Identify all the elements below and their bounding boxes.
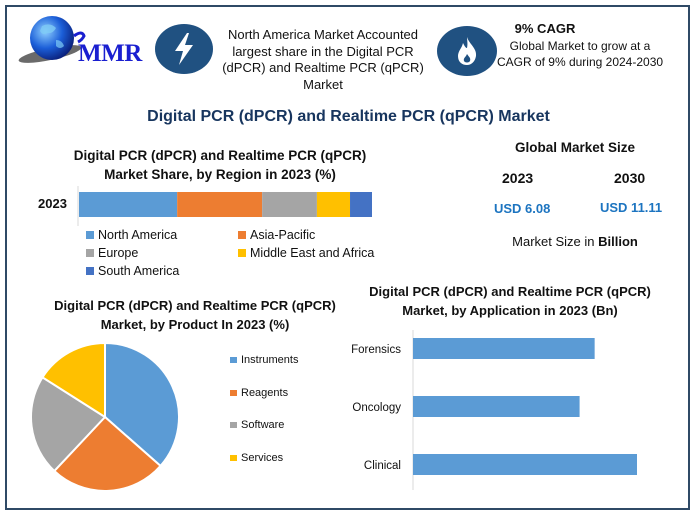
legend-swatch [230, 455, 237, 461]
region-bar-category: 2023 [38, 196, 67, 211]
region-stacked-bar-chart [77, 186, 372, 226]
legend-label: Europe [98, 246, 139, 260]
pie-slice-reagents [52, 415, 162, 492]
market-value-2030: USD 11.11 [600, 200, 663, 215]
region-segment-europe [262, 192, 317, 217]
lightning-bolt-icon [155, 24, 213, 74]
region-legend-item-europe: Europe [86, 246, 138, 260]
market-size-unit-note: Market Size in Billion [480, 234, 670, 249]
application-chart-title: Digital PCR (dPCR) and Realtime PCR (qPC… [369, 284, 651, 318]
pie-slice-software [30, 375, 107, 473]
product-legend-item-software: Software [230, 419, 284, 431]
pie-slice-services [41, 341, 106, 419]
legend-label: Instruments [241, 354, 299, 366]
mmr-logo: MMR [12, 10, 142, 70]
region-chart-title: Digital PCR (dPCR) and Realtime PCR (qPC… [73, 148, 367, 182]
logo-text: MMR [78, 40, 142, 67]
legend-swatch [238, 231, 246, 239]
legend-swatch [230, 422, 237, 428]
application-label-forensics: Forensics [351, 344, 401, 356]
legend-label: Middle East and Africa [250, 246, 375, 260]
legend-swatch [230, 357, 237, 363]
region-legend-item-south-america: South America [86, 264, 179, 278]
legend-label: Software [241, 419, 285, 431]
market-value-2023: USD 6.08 [494, 201, 551, 216]
application-label-oncology: Oncology [352, 402, 401, 414]
legend-swatch [86, 249, 94, 257]
region-highlight-text: North America Market Accounted largest s… [222, 27, 424, 92]
pie-slice-instruments [104, 341, 180, 468]
legend-label: Reagents [241, 387, 289, 399]
globe-icon [18, 16, 86, 63]
market-year-2023: 2023 [502, 170, 534, 186]
market-size-title: Global Market Size [514, 140, 636, 155]
legend-label: South America [98, 264, 180, 278]
legend-label: Asia-Pacific [250, 228, 316, 242]
product-legend-item-services: Services [230, 452, 283, 464]
application-bar-oncology [413, 396, 580, 417]
product-legend-item-reagents: Reagents [230, 387, 288, 399]
cagr-description: Global Market to grow at a CAGR of 9% du… [496, 39, 664, 69]
legend-label: North America [98, 228, 178, 242]
product-legend-item-instruments: Instruments [230, 354, 298, 366]
region-segment-south-america [350, 192, 372, 217]
unit-bold: Billion [598, 234, 638, 249]
flame-icon [437, 26, 497, 76]
legend-swatch [238, 249, 246, 257]
legend-swatch [230, 390, 237, 396]
application-bar-clinical [413, 454, 637, 475]
application-label-clinical: Clinical [364, 460, 401, 472]
region-segment-asia-pacific [177, 192, 263, 217]
application-bar-forensics [413, 338, 595, 359]
application-bar-chart: Forensics Oncology Clinical [351, 330, 637, 490]
product-pie-chart [30, 341, 180, 492]
legend-swatch [86, 267, 94, 275]
region-legend-item-north-america: North America [86, 228, 177, 242]
region-segment-middle-east-and-africa [316, 192, 351, 217]
product-chart-title: Digital PCR (dPCR) and Realtime PCR (qPC… [54, 298, 336, 332]
market-year-2030: 2030 [614, 170, 646, 186]
legend-swatch [86, 231, 94, 239]
unit-prefix: Market Size in [512, 234, 599, 249]
cagr-title: 9% CAGR [514, 21, 576, 36]
region-legend-item-asia-pacific: Asia-Pacific [238, 228, 315, 242]
legend-label: Services [241, 452, 284, 464]
main-title: Digital PCR (dPCR) and Realtime PCR (qPC… [147, 108, 550, 125]
region-legend-item-middle-east-and-africa: Middle East and Africa [238, 246, 374, 260]
region-segment-north-america [79, 192, 178, 217]
